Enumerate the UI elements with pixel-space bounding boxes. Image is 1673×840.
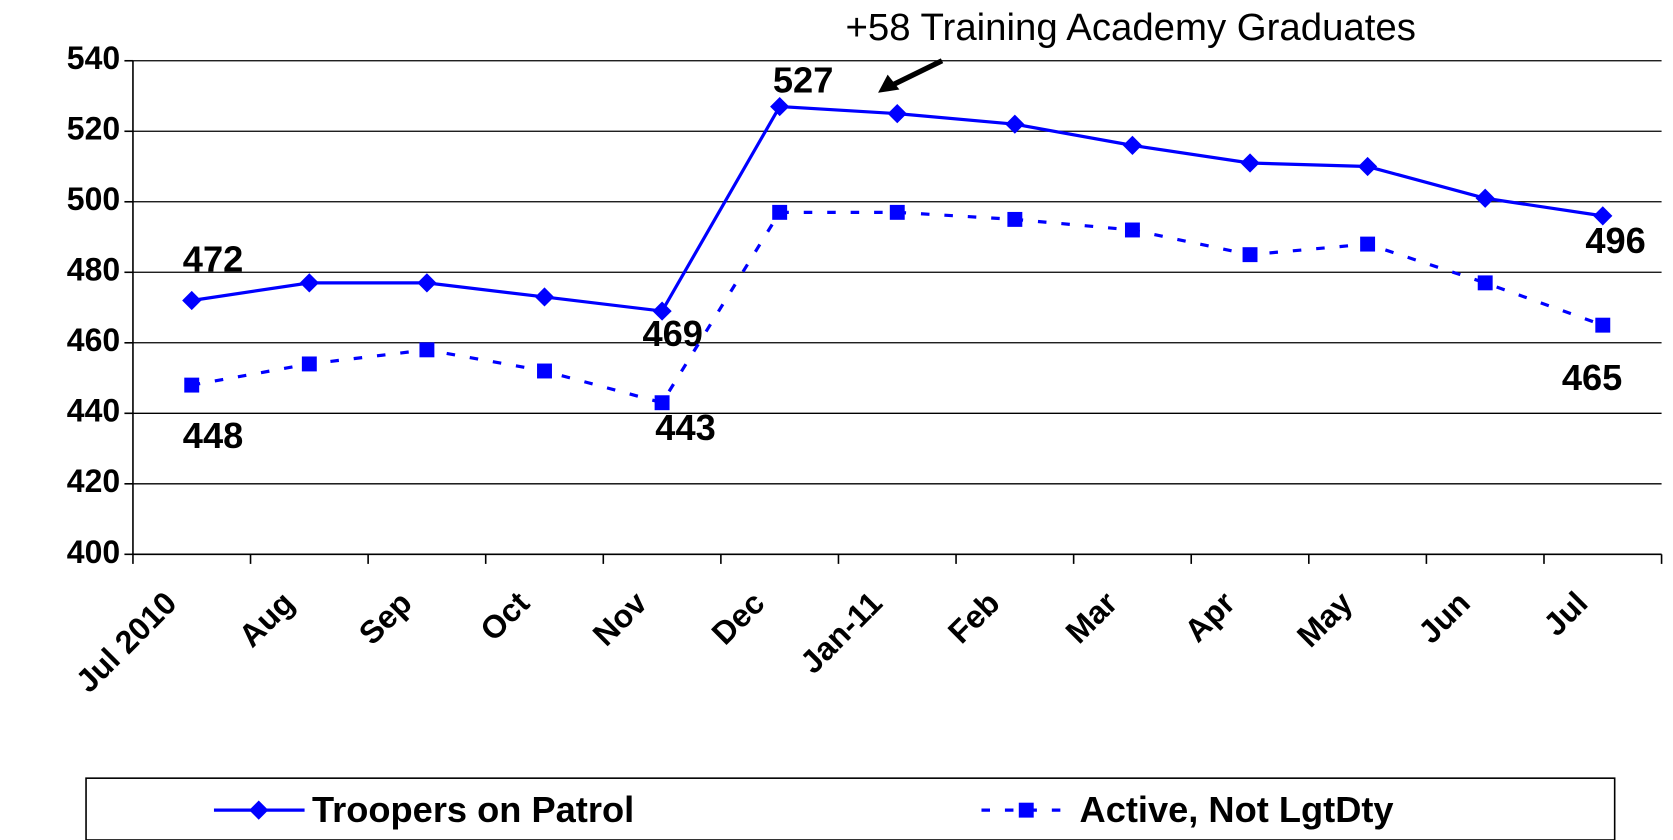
data-point bbox=[301, 356, 317, 372]
data-point bbox=[1124, 222, 1140, 238]
x-tick-label: Jul bbox=[1536, 585, 1594, 643]
x-tick-label: Jan-11 bbox=[793, 585, 889, 681]
x-tick-label: Mar bbox=[1059, 585, 1125, 651]
x-tick-label: Jul 2010 bbox=[69, 585, 184, 700]
data-point bbox=[1595, 317, 1611, 333]
y-tick-label: 480 bbox=[67, 252, 120, 288]
y-tick-label: 400 bbox=[67, 534, 120, 570]
data-label: 469 bbox=[643, 313, 703, 354]
data-point bbox=[1475, 188, 1495, 208]
data-point bbox=[772, 204, 788, 220]
data-point bbox=[1593, 206, 1613, 226]
data-point bbox=[887, 104, 907, 124]
x-tick-label: Jun bbox=[1411, 585, 1477, 651]
data-point bbox=[1122, 135, 1143, 155]
data-point bbox=[889, 204, 905, 220]
legend-label: Active, Not LgtDty bbox=[1080, 789, 1394, 830]
y-tick-label: 460 bbox=[67, 322, 120, 358]
x-tick-label: Nov bbox=[586, 584, 654, 652]
data-point bbox=[534, 287, 555, 307]
annotation: +58 Training Academy Graduates bbox=[846, 6, 1416, 49]
x-tick-label: Feb bbox=[941, 585, 1007, 651]
data-point bbox=[184, 377, 200, 393]
data-label: 527 bbox=[773, 60, 833, 101]
x-tick-label: Sep bbox=[352, 585, 419, 652]
x-tick-label: Aug bbox=[232, 585, 301, 654]
y-tick-label: 500 bbox=[67, 181, 120, 217]
data-point bbox=[1240, 153, 1260, 173]
data-point bbox=[299, 273, 319, 293]
data-label: 443 bbox=[655, 407, 715, 448]
legend-box bbox=[85, 777, 1616, 840]
data-point bbox=[537, 363, 552, 379]
data-label: 465 bbox=[1562, 357, 1622, 398]
data-label: 472 bbox=[183, 239, 243, 280]
x-tick-label: Oct bbox=[473, 584, 536, 647]
data-point bbox=[1005, 114, 1025, 134]
legend-marker bbox=[249, 800, 269, 820]
data-label: 448 bbox=[183, 415, 243, 456]
y-tick-label: 420 bbox=[67, 463, 120, 499]
x-tick-label: Dec bbox=[704, 585, 771, 652]
y-tick-label: 440 bbox=[67, 393, 120, 429]
data-point bbox=[1360, 236, 1376, 252]
series-line bbox=[191, 210, 1604, 405]
annotation-arrowhead bbox=[878, 74, 900, 93]
annotation-arrow bbox=[890, 58, 944, 88]
data-point bbox=[1358, 156, 1378, 177]
x-tick-label: Apr bbox=[1177, 585, 1241, 649]
y-tick-label: 540 bbox=[67, 40, 120, 76]
data-point bbox=[417, 273, 437, 293]
data-label: 496 bbox=[1585, 220, 1645, 261]
legend-label: Troopers on Patrol bbox=[312, 789, 634, 830]
data-point bbox=[419, 342, 435, 358]
y-tick-label: 520 bbox=[67, 111, 120, 147]
data-point bbox=[654, 395, 670, 411]
x-tick-label: May bbox=[1290, 584, 1360, 654]
data-point bbox=[1007, 211, 1023, 227]
data-point bbox=[1477, 275, 1493, 291]
legend-marker bbox=[1018, 802, 1034, 818]
data-point bbox=[1242, 247, 1258, 263]
data-point bbox=[182, 290, 202, 311]
